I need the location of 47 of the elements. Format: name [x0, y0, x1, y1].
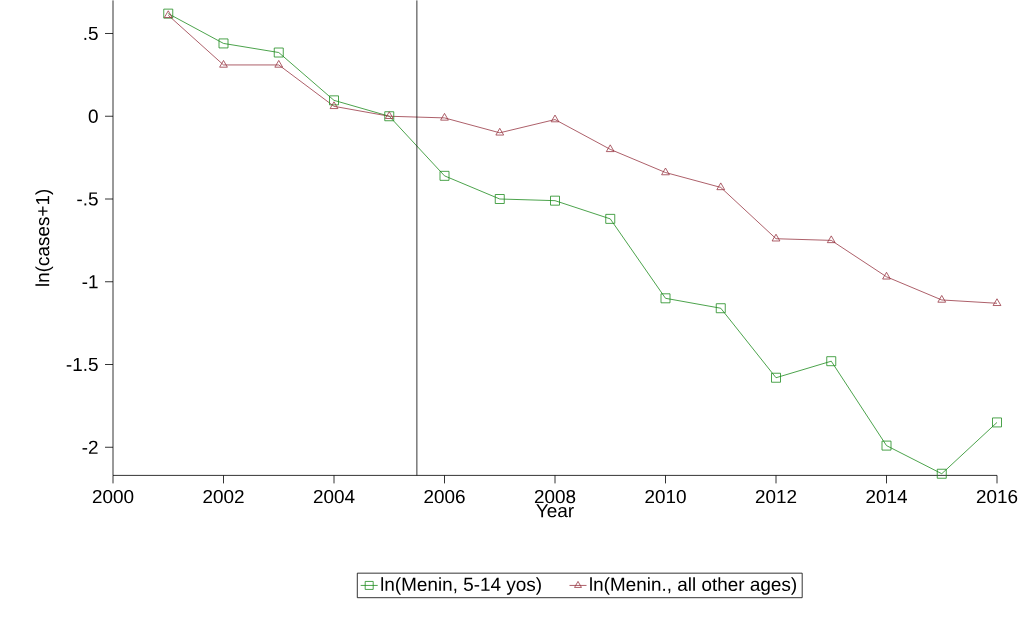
point [218, 38, 229, 49]
point [329, 101, 339, 109]
legend-label: ln(Menin, 5-14 yos) [381, 576, 541, 595]
y-tick-label: .5 [84, 26, 98, 40]
point [550, 114, 560, 123]
x-tick-label: 2014 [866, 489, 907, 504]
y-tick-label: -1 [82, 275, 98, 289]
point [494, 193, 505, 204]
point [439, 170, 450, 181]
point [605, 213, 616, 224]
x-tick-label: 2000 [92, 489, 134, 504]
x-tick-label: 2002 [203, 489, 244, 504]
x-tick-label: 2006 [424, 489, 465, 504]
point [273, 47, 284, 58]
point [661, 167, 670, 175]
point [937, 294, 947, 303]
point [329, 95, 339, 106]
point [771, 372, 781, 383]
y-axis-title: ln(cases+1) [35, 189, 54, 286]
point [715, 303, 726, 313]
x-tick-label: 2008 [534, 489, 576, 504]
point [771, 233, 781, 242]
legend-label: ln(Menin., all other ages) [590, 576, 796, 595]
x-tick-label: 2012 [755, 489, 797, 504]
y-tick-label: 0 [88, 109, 98, 123]
point [881, 440, 892, 451]
point [440, 112, 449, 121]
y-tick-label: -1.5 [66, 357, 98, 371]
point [274, 59, 284, 68]
x-tick-label: 2004 [313, 489, 355, 504]
point [992, 298, 1002, 306]
x-axis-title: Year [536, 503, 574, 518]
point [660, 293, 671, 304]
point [219, 59, 228, 68]
point [605, 144, 615, 152]
y-tick-label: -2 [82, 440, 98, 454]
point [550, 195, 560, 206]
y-tick-label: -.5 [77, 192, 98, 206]
point [716, 182, 726, 190]
point [826, 356, 837, 366]
point [882, 271, 891, 280]
point [495, 127, 505, 136]
point [936, 468, 947, 479]
point [826, 235, 836, 243]
x-tick-label: 2016 [976, 489, 1018, 504]
point [992, 417, 1002, 428]
x-tick-label: 2010 [645, 489, 686, 504]
